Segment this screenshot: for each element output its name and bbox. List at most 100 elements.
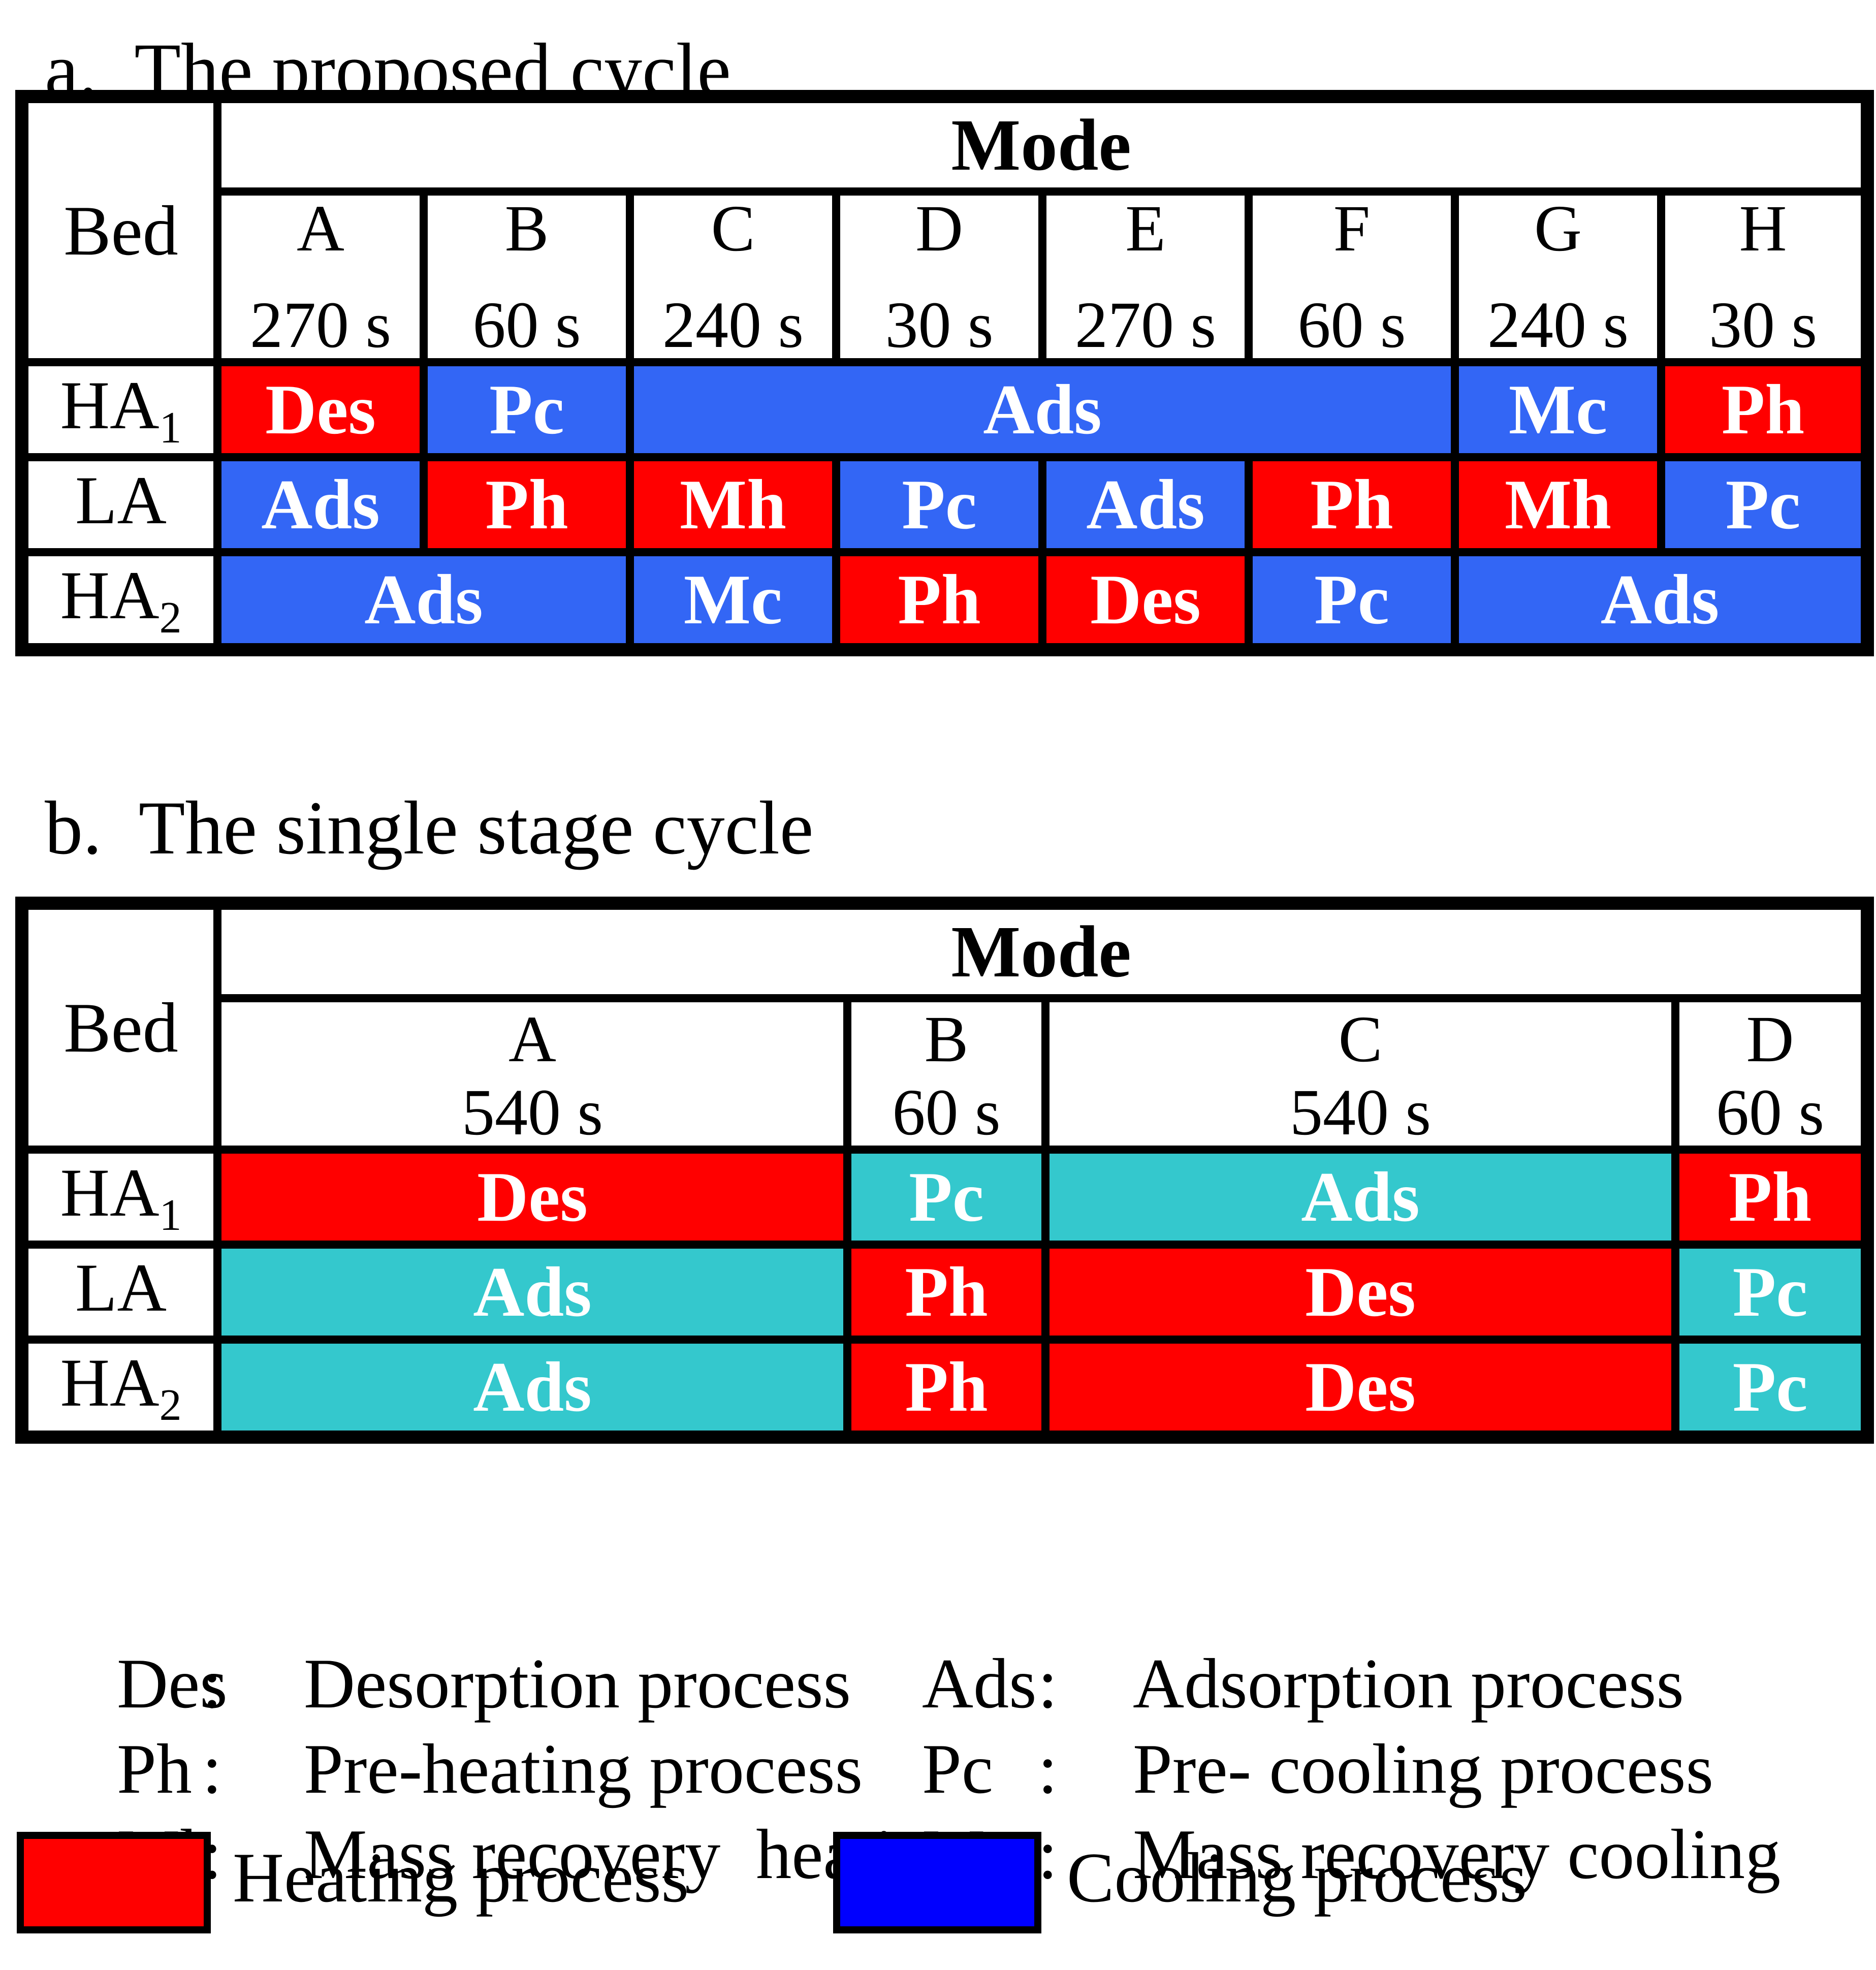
table-b-la-ads-cell: Ads bbox=[213, 1241, 851, 1344]
bed-base: HA bbox=[60, 368, 160, 443]
table-a-la-ph-cell-2: Ph bbox=[1245, 453, 1459, 556]
table-a-ha2-ads-cell-1: Ads bbox=[213, 548, 634, 654]
legend-item-des: Des: Desorption process bbox=[46, 1570, 851, 1798]
table-b-col-b: B 60 s bbox=[843, 994, 1050, 1154]
legend-colon: : bbox=[202, 1730, 222, 1808]
mode-duration: 240 s bbox=[662, 289, 804, 362]
heating-swatch-label: Heating process bbox=[233, 1838, 689, 1917]
heating-swatch bbox=[17, 1832, 211, 1933]
bed-base: LA bbox=[75, 1250, 167, 1326]
proposed-cycle-table: Bed Mode A 270 s B 60 s C 240 s D 30 s E 270 … bbox=[15, 90, 1874, 656]
table-a-ha2-ph-cell: Ph bbox=[832, 548, 1046, 654]
bed-label-ha1: HA1 bbox=[18, 358, 221, 461]
table-b-ha2-ph-cell: Ph bbox=[843, 1336, 1050, 1441]
single-stage-cycle-table: Bed Mode A 540 s B 60 s C 540 s D 60 s HA1 D… bbox=[15, 897, 1874, 1444]
mode-letter: D bbox=[1746, 1003, 1794, 1076]
table-b-ha2-ads-cell: Ads bbox=[213, 1336, 851, 1441]
table-a-col-d: D 30 s bbox=[832, 187, 1046, 366]
table-b-col-c: C 540 s bbox=[1041, 994, 1679, 1154]
mode-letter: C bbox=[1338, 1003, 1383, 1076]
mode-letter: F bbox=[1333, 192, 1371, 265]
table-b-mode-header: Mode bbox=[213, 899, 1872, 1002]
bed-sub: 2 bbox=[159, 1380, 182, 1429]
mode-duration: 60 s bbox=[1297, 289, 1406, 362]
table-a-mode-header: Mode bbox=[213, 92, 1872, 196]
table-b-row-la: LA Ads Ph Des Pc bbox=[18, 1241, 1872, 1344]
legend-abbr: Ph bbox=[117, 1730, 192, 1808]
legend-item-mc: Mc:Mass recovery cooling bbox=[851, 1740, 1780, 1969]
table-b-mode-columns: A 540 s B 60 s C 540 s D 60 s bbox=[22, 994, 1872, 1154]
bed-base: LA bbox=[75, 463, 167, 538]
mode-letter: B bbox=[504, 192, 549, 265]
legend-colon: : bbox=[1038, 1730, 1058, 1808]
mode-letter: D bbox=[915, 192, 963, 265]
bed-label-la: LA bbox=[18, 453, 221, 556]
table-a-ha1-ph-cell: Ph bbox=[1657, 358, 1872, 461]
mode-duration: 540 s bbox=[1289, 1076, 1432, 1149]
mode-letter: G bbox=[1534, 192, 1582, 265]
table-b-row-ha1: HA1 Des Pc Ads Ph bbox=[18, 1146, 1872, 1249]
table-a-la-ads-cell-1: Ads bbox=[213, 453, 428, 556]
mode-duration: 240 s bbox=[1487, 289, 1629, 362]
mode-duration: 540 s bbox=[461, 1076, 603, 1149]
table-b-col-a: A 540 s bbox=[213, 994, 851, 1154]
mode-duration: 270 s bbox=[1074, 289, 1217, 362]
legend-colon: : bbox=[202, 1644, 222, 1723]
bed-label-ha1: HA1 bbox=[18, 1146, 221, 1249]
table-a-col-f: F 60 s bbox=[1245, 187, 1459, 366]
table-a-col-c: C 240 s bbox=[626, 187, 840, 366]
table-a-la-mh-cell-2: Mh bbox=[1451, 453, 1665, 556]
table-a-row-ha2: HA2 Ads Mc Ph Des Pc Ads bbox=[18, 548, 1872, 654]
mode-letter: A bbox=[508, 1003, 556, 1076]
table-a-mode-columns: A 270 s B 60 s C 240 s D 30 s E 270 s F 60 s G… bbox=[22, 187, 1872, 366]
table-a-la-ph-cell-1: Ph bbox=[420, 453, 634, 556]
cooling-swatch-label: Cooling process bbox=[1067, 1838, 1528, 1917]
mode-duration: 30 s bbox=[1709, 289, 1818, 362]
table-a-ha1-des-cell: Des bbox=[213, 358, 428, 461]
table-b-ha1-des-cell: Des bbox=[213, 1146, 851, 1249]
mode-duration: 30 s bbox=[885, 289, 994, 362]
mode-letter: E bbox=[1125, 192, 1166, 265]
bed-sub: 1 bbox=[159, 403, 182, 452]
table-a-ha2-des-cell: Des bbox=[1038, 548, 1253, 654]
table-a-ha2-pc-cell: Pc bbox=[1245, 548, 1459, 654]
bed-base: HA bbox=[60, 558, 160, 633]
table-a-bed-header: Bed bbox=[18, 92, 221, 366]
table-a-la-pc-cell-2: Pc bbox=[1657, 453, 1872, 556]
table-a-la-mh-cell-1: Mh bbox=[626, 453, 840, 556]
table-a-ha2-mc-cell: Mc bbox=[626, 548, 840, 654]
table-a-la-ads-cell-2: Ads bbox=[1038, 453, 1253, 556]
table-b-col-d: D 60 s bbox=[1671, 994, 1872, 1154]
legend-abbr: Pc bbox=[922, 1730, 993, 1808]
table-a-col-g: G 240 s bbox=[1451, 187, 1665, 366]
table-a-ha1-pc-cell: Pc bbox=[420, 358, 634, 461]
mode-duration: 270 s bbox=[249, 289, 392, 362]
table-b-ha2-pc-cell: Pc bbox=[1671, 1336, 1872, 1441]
bed-label-ha2: HA2 bbox=[18, 1336, 221, 1441]
table-b-ha1-ph-cell: Ph bbox=[1671, 1146, 1872, 1249]
table-b-la-ph-cell: Ph bbox=[843, 1241, 1050, 1344]
table-b-ha1-pc-cell: Pc bbox=[843, 1146, 1050, 1249]
table-a-ha1-mc-cell: Mc bbox=[1451, 358, 1665, 461]
table-a-col-h: H 30 s bbox=[1657, 187, 1872, 366]
table-b-la-pc-cell: Pc bbox=[1671, 1241, 1872, 1344]
table-b-la-des-cell: Des bbox=[1041, 1241, 1679, 1344]
legend-desc: Desorption process bbox=[304, 1644, 851, 1723]
table-a-col-b: B 60 s bbox=[420, 187, 634, 366]
legend-colon: : bbox=[1038, 1644, 1058, 1723]
bed-base: HA bbox=[60, 1345, 160, 1421]
mode-letter: B bbox=[924, 1003, 969, 1076]
legend-desc: Pre-heating process bbox=[304, 1730, 863, 1808]
legend-item-ph: Ph: Pre-heating process bbox=[46, 1655, 863, 1884]
legend-desc: Adsorption process bbox=[1133, 1644, 1684, 1723]
table-b-bed-header: Bed bbox=[18, 899, 221, 1154]
legend-desc: Pre- cooling process bbox=[1133, 1730, 1714, 1808]
table-b-ha2-des-cell: Des bbox=[1041, 1336, 1679, 1441]
table-b-ha1-ads-cell: Ads bbox=[1041, 1146, 1679, 1249]
panel-b-title: b. The single stage cycle bbox=[45, 786, 814, 870]
mode-letter: H bbox=[1739, 192, 1787, 265]
bed-base: HA bbox=[60, 1155, 160, 1231]
legend-abbr: Ads bbox=[922, 1644, 1037, 1723]
table-a-la-pc-cell-1: Pc bbox=[832, 453, 1046, 556]
